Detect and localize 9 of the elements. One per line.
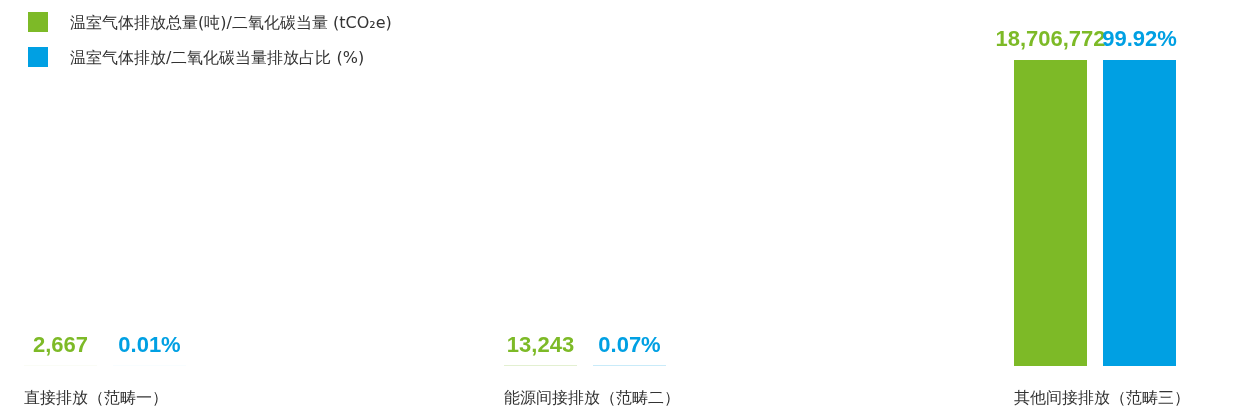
- legend-label: 温室气体排放/二氧化碳当量排放占比 (%): [70, 48, 365, 67]
- data-label: 0.07%: [598, 331, 661, 357]
- x-tick-label: 其他间接排放（范畴三）: [1014, 388, 1190, 407]
- data-label: 2,667: [32, 331, 89, 357]
- x-tick-label: 能源间接排放（范畴二）: [504, 388, 680, 407]
- x-tick-label: 直接排放（范畴一）: [24, 388, 168, 407]
- data-label: 13,243: [506, 331, 575, 357]
- data-label: 0.01%: [118, 331, 181, 357]
- legend-label: 温室气体排放总量(吨)/二氧化碳当量 (tCO₂e): [70, 13, 392, 32]
